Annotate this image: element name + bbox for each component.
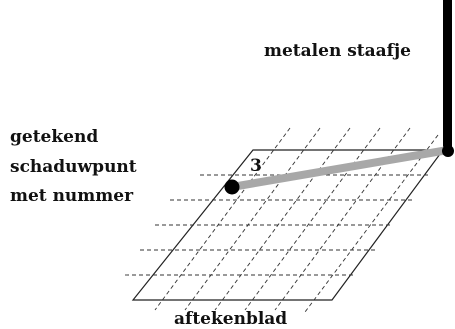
shadow-point-label-line1: getekend: [10, 127, 98, 147]
metal-rod: [443, 0, 452, 153]
shadow-point-label-line3: met nummer: [10, 186, 134, 206]
rod-base-dot: [442, 145, 454, 157]
sheet-label: aftekenblad: [174, 309, 287, 329]
rod-shadow: [228, 146, 452, 191]
shadow-point-label-line2: schaduwpunt: [10, 157, 137, 177]
shadow-point: [224, 179, 240, 195]
shadow-point-number: 3: [250, 156, 262, 176]
drawing-sheet: [131, 149, 445, 301]
rod-label: metalen staafje: [264, 41, 411, 61]
